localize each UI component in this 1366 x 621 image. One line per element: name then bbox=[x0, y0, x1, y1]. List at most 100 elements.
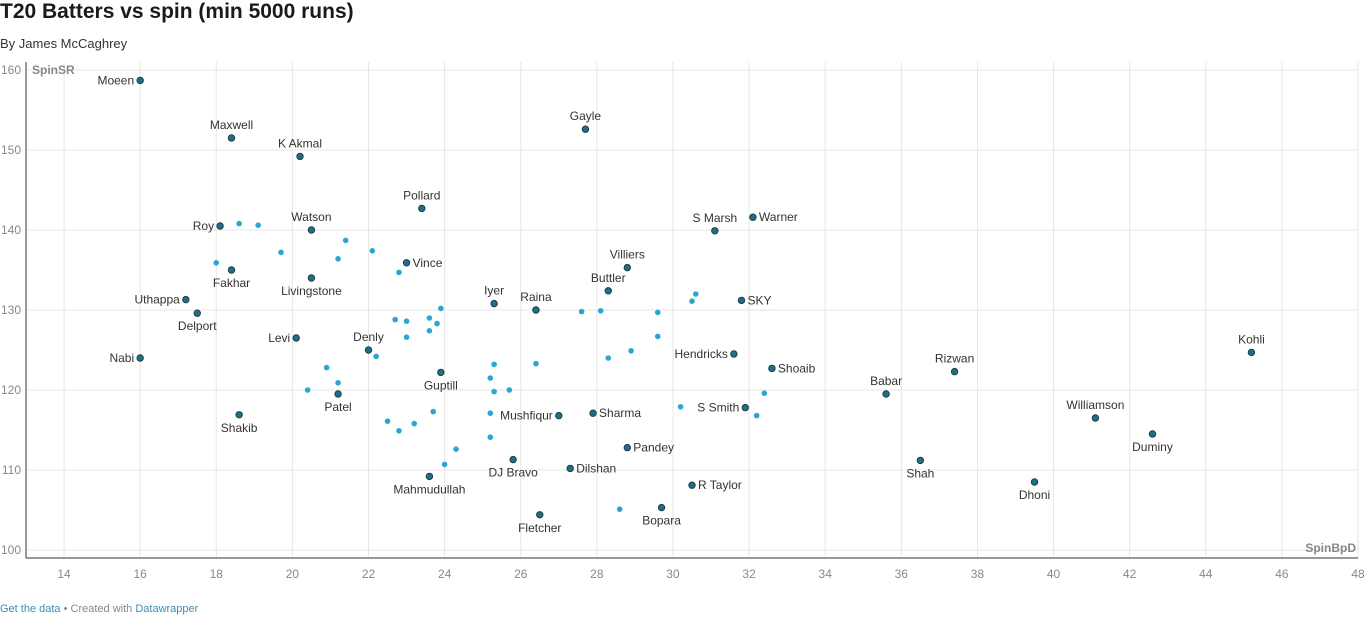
x-tick-label: 40 bbox=[1047, 567, 1061, 581]
byline: By James McCaghrey bbox=[0, 36, 128, 51]
data-point bbox=[491, 388, 497, 395]
data-point bbox=[304, 387, 311, 393]
labeled-data-point bbox=[688, 481, 696, 489]
point-labels: Moeen Maxwell K Akmal Gayle Pollard Roy Watson… bbox=[97, 73, 1264, 534]
x-tick-label: 28 bbox=[590, 567, 604, 581]
x-tick-label: 34 bbox=[819, 567, 833, 581]
labeled-data-point bbox=[334, 390, 342, 398]
labeled-data-point bbox=[532, 306, 540, 314]
data-point bbox=[396, 269, 402, 276]
labeled-data-point bbox=[1091, 414, 1100, 422]
labeled-data-point bbox=[364, 346, 373, 354]
point-label: Shah bbox=[906, 466, 934, 480]
point-label: Guptill bbox=[424, 378, 458, 392]
x-tick-label: 32 bbox=[742, 567, 756, 581]
point-label: Rizwan bbox=[935, 352, 974, 366]
data-point bbox=[255, 222, 261, 228]
data-point bbox=[689, 298, 695, 304]
data-point bbox=[761, 390, 768, 397]
point-label: Hendricks bbox=[675, 347, 728, 361]
data-point bbox=[434, 320, 440, 327]
datawrapper-link[interactable]: Datawrapper bbox=[135, 603, 199, 615]
data-point bbox=[411, 420, 417, 427]
data-point bbox=[578, 308, 585, 315]
point-label: Iyer bbox=[484, 284, 504, 298]
labeled-data-point bbox=[623, 263, 632, 272]
point-label: Denly bbox=[353, 330, 384, 344]
data-point bbox=[335, 256, 341, 262]
data-point bbox=[654, 309, 661, 316]
point-label: Maxwell bbox=[210, 118, 253, 132]
data-point bbox=[597, 308, 604, 314]
x-tick-label: 18 bbox=[210, 567, 224, 581]
data-point bbox=[693, 291, 699, 297]
data-point bbox=[487, 410, 494, 417]
data-point bbox=[438, 305, 444, 312]
data-point bbox=[441, 461, 448, 468]
data-point bbox=[403, 318, 410, 325]
data-point bbox=[533, 360, 539, 367]
data-point bbox=[369, 248, 376, 254]
data-point bbox=[605, 355, 612, 361]
point-label: S Smith bbox=[697, 401, 739, 415]
data-point bbox=[392, 316, 398, 323]
labeled-data-point bbox=[623, 443, 632, 452]
data-point bbox=[396, 428, 402, 434]
point-label: Pandey bbox=[633, 441, 674, 455]
point-label: K Akmal bbox=[278, 136, 322, 150]
x-tick-label: 24 bbox=[438, 567, 452, 581]
point-label: Nabi bbox=[109, 351, 134, 365]
point-label: Buttler bbox=[591, 271, 626, 285]
labeled-data-point bbox=[1030, 478, 1039, 486]
point-label: SKY bbox=[747, 293, 771, 307]
scatter-chart: 14 16 18 20 22 24 26 28 30 32 34 36 38 40 42 44 46 48 100 1… bbox=[1, 62, 1365, 581]
x-tick-label: 30 bbox=[666, 567, 680, 581]
point-label: Delport bbox=[178, 319, 217, 333]
data-point bbox=[373, 353, 379, 360]
y-tick-label: 120 bbox=[1, 383, 21, 397]
labeled-data-point bbox=[589, 409, 597, 417]
point-label: Gayle bbox=[570, 109, 602, 123]
data-point bbox=[323, 364, 330, 371]
point-label: Livingstone bbox=[281, 284, 342, 298]
point-label: Vince bbox=[413, 256, 443, 270]
point-label: Uthappa bbox=[134, 293, 180, 307]
x-tick-label: 20 bbox=[286, 567, 300, 581]
labeled-data-point bbox=[296, 152, 304, 161]
point-label: Moeen bbox=[97, 73, 134, 87]
y-axis-title: SpinSR bbox=[32, 63, 75, 77]
labeled-data-point bbox=[581, 125, 590, 133]
labeled-data-point bbox=[737, 296, 746, 305]
point-label: Pollard bbox=[403, 188, 440, 202]
point-label: Watson bbox=[291, 210, 331, 224]
labeled-data-point bbox=[950, 367, 959, 376]
labeled-data-point bbox=[768, 364, 776, 373]
point-label: Kohli bbox=[1238, 332, 1265, 346]
data-point bbox=[677, 404, 684, 410]
footer: Get the data • Created with Datawrapper bbox=[0, 603, 198, 615]
data-point bbox=[453, 446, 459, 453]
x-tick-label: 26 bbox=[514, 567, 528, 581]
x-axis-title: SpinBpD bbox=[1305, 541, 1356, 555]
get-data-link[interactable]: Get the data bbox=[0, 603, 61, 615]
data-point bbox=[491, 361, 497, 368]
data-point bbox=[753, 412, 760, 419]
labeled-data-point bbox=[227, 266, 236, 274]
labeled-data-point bbox=[437, 368, 445, 377]
labeled-data-point bbox=[425, 472, 434, 481]
labeled-data-point bbox=[882, 390, 890, 398]
labeled-data-point bbox=[711, 227, 719, 235]
data-point bbox=[506, 387, 513, 393]
y-tick-label: 130 bbox=[1, 303, 21, 317]
point-label: Warner bbox=[759, 210, 798, 224]
point-label: Shakib bbox=[221, 421, 258, 435]
data-point bbox=[616, 506, 623, 512]
x-tick-label: 42 bbox=[1123, 567, 1137, 581]
data-point bbox=[213, 260, 220, 266]
point-label: Patel bbox=[324, 400, 351, 414]
point-label: Babar bbox=[870, 374, 902, 388]
labeled-data-point bbox=[1247, 348, 1256, 357]
point-label: Mushfiqur bbox=[500, 409, 553, 423]
data-point bbox=[335, 380, 341, 386]
labeled-data-point bbox=[182, 295, 190, 304]
